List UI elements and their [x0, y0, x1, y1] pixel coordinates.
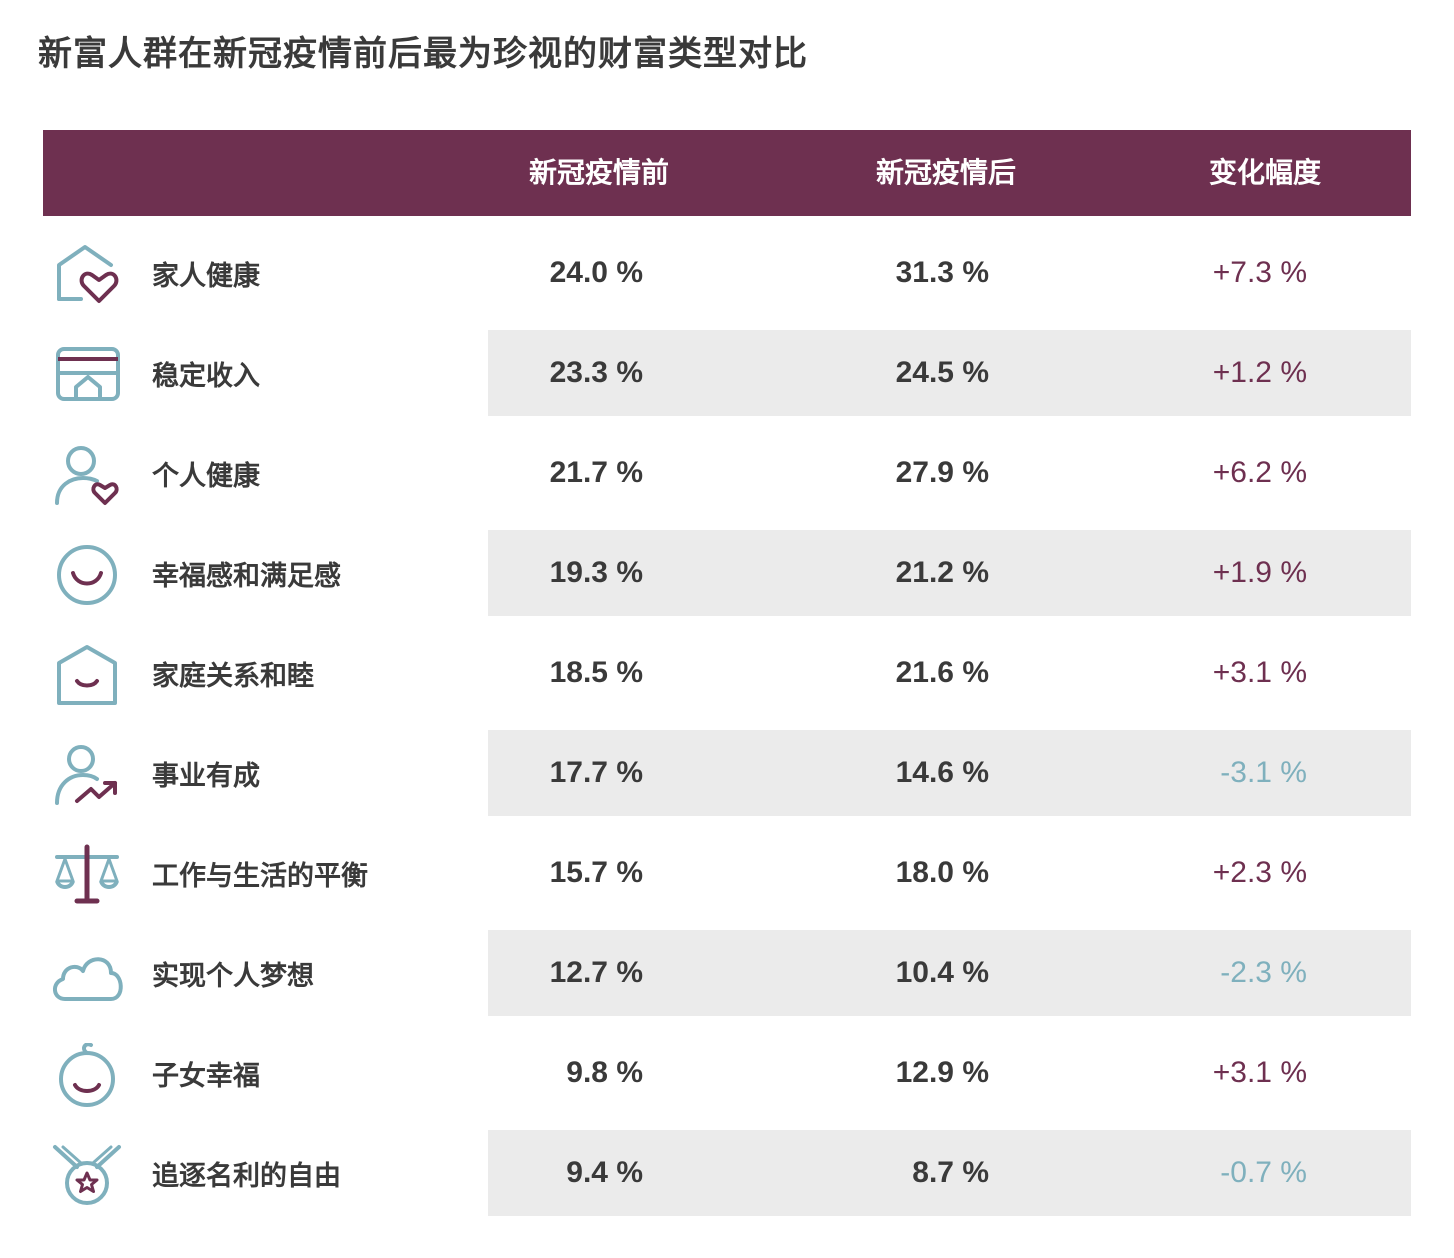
row-stripe [488, 1130, 1411, 1216]
table-body: 家人健康 24.0 % 31.3 % +7.3 % 稳定收入 23.3 % 24.5 % +1… [43, 216, 1411, 1216]
value-change: +1.2 % [1212, 356, 1307, 389]
value-before: 23.3 % [549, 356, 643, 389]
value-after: 8.7 % [912, 1156, 989, 1189]
table-header: 新冠疫情前 新冠疫情后 变化幅度 [43, 130, 1411, 216]
baby-face-icon [51, 1043, 127, 1107]
house-heart-icon [51, 243, 127, 307]
table-row: 稳定收入 23.3 % 24.5 % +1.2 % [43, 316, 1411, 416]
value-after: 12.9 % [895, 1056, 989, 1089]
table-row: 子女幸福 9.8 % 12.9 % +3.1 % [43, 1016, 1411, 1116]
row-stripe [488, 330, 1411, 416]
row-label: 实现个人梦想 [152, 961, 314, 992]
value-after: 27.9 % [895, 456, 989, 489]
table-row: 实现个人梦想 12.7 % 10.4 % -2.3 % [43, 916, 1411, 1016]
row-label: 家庭关系和睦 [152, 661, 314, 692]
value-change: +1.9 % [1212, 556, 1307, 589]
header-after: 新冠疫情后 [875, 156, 1017, 189]
value-change: +3.1 % [1212, 1056, 1307, 1089]
person-heart-icon [51, 443, 127, 507]
row-label: 子女幸福 [152, 1061, 260, 1092]
row-label: 幸福感和满足感 [152, 561, 341, 592]
row-label: 追逐名利的自由 [152, 1161, 341, 1192]
table-row: 个人健康 21.7 % 27.9 % +6.2 % [43, 416, 1411, 516]
row-label: 稳定收入 [152, 361, 260, 392]
page-title: 新富人群在新冠疫情前后最为珍视的财富类型对比 [38, 34, 808, 74]
table-row: 追逐名利的自由 9.4 % 8.7 % -0.7 % [43, 1116, 1411, 1216]
value-before: 24.0 % [549, 256, 643, 289]
smiley-icon [51, 543, 127, 607]
value-after: 21.2 % [895, 556, 989, 589]
value-change: -3.1 % [1220, 756, 1307, 789]
house-smile-icon [51, 643, 127, 707]
star-medal-icon [51, 1143, 127, 1207]
table-row: 家人健康 24.0 % 31.3 % +7.3 % [43, 216, 1411, 316]
table-row: 幸福感和满足感 19.3 % 21.2 % +1.9 % [43, 516, 1411, 616]
value-before: 12.7 % [549, 956, 643, 989]
row-stripe [488, 530, 1411, 616]
value-before: 17.7 % [549, 756, 643, 789]
header-before: 新冠疫情前 [528, 156, 670, 189]
value-after: 21.6 % [895, 656, 989, 689]
value-before: 21.7 % [549, 456, 643, 489]
value-change: +6.2 % [1212, 456, 1307, 489]
value-change: -0.7 % [1220, 1156, 1307, 1189]
row-stripe [488, 730, 1411, 816]
value-before: 9.8 % [566, 1056, 643, 1089]
stable-income-icon [51, 343, 127, 407]
data-table: 新冠疫情前 新冠疫情后 变化幅度 家人健康 24.0 % 31.3 % +7.3 % 稳… [43, 130, 1411, 1216]
value-after: 10.4 % [895, 956, 989, 989]
value-change: +7.3 % [1212, 256, 1307, 289]
table-row: 家庭关系和睦 18.5 % 21.6 % +3.1 % [43, 616, 1411, 716]
value-change: +2.3 % [1212, 856, 1307, 889]
row-label: 个人健康 [152, 461, 260, 492]
value-after: 14.6 % [895, 756, 989, 789]
person-growth-icon [51, 743, 127, 807]
row-label: 工作与生活的平衡 [152, 861, 368, 892]
table-row: 工作与生活的平衡 15.7 % 18.0 % +2.3 % [43, 816, 1411, 916]
value-after: 31.3 % [895, 256, 989, 289]
cloud-icon [51, 943, 127, 1007]
value-after: 24.5 % [895, 356, 989, 389]
row-label: 事业有成 [152, 761, 260, 792]
value-before: 15.7 % [549, 856, 643, 889]
row-label: 家人健康 [152, 261, 260, 292]
value-change: -2.3 % [1220, 956, 1307, 989]
header-change: 变化幅度 [1208, 156, 1322, 189]
value-change: +3.1 % [1212, 656, 1307, 689]
value-before: 9.4 % [566, 1156, 643, 1189]
value-after: 18.0 % [895, 856, 989, 889]
row-stripe [488, 930, 1411, 1016]
value-before: 19.3 % [549, 556, 643, 589]
table-row: 事业有成 17.7 % 14.6 % -3.1 % [43, 716, 1411, 816]
value-before: 18.5 % [549, 656, 643, 689]
balance-scale-icon [51, 843, 127, 907]
